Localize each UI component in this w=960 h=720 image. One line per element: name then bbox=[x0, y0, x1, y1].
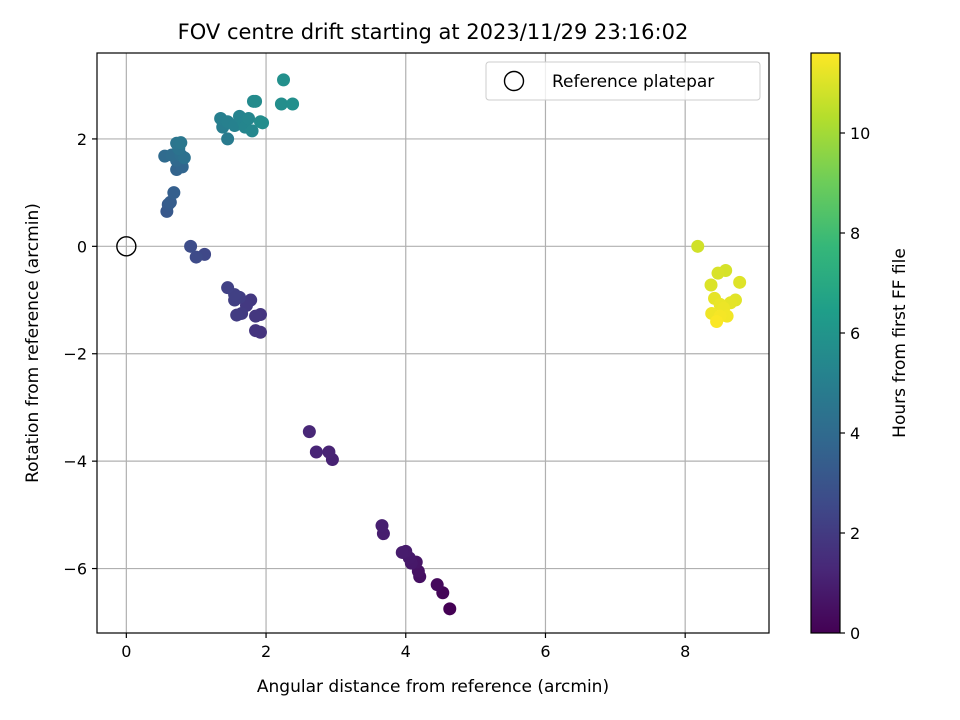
data-point-62 bbox=[691, 239, 705, 253]
colorbar: 0 2 4 6 8 10 Hours from first FF file bbox=[810, 52, 910, 643]
data-point-60 bbox=[286, 97, 300, 111]
data-point-34 bbox=[167, 186, 181, 200]
data-point-59 bbox=[274, 97, 288, 111]
colorbar-tick-label-4: 8 bbox=[850, 224, 860, 243]
data-point-54 bbox=[245, 124, 259, 138]
colorbar-tick-label-5: 10 bbox=[850, 124, 870, 143]
data-point-64 bbox=[711, 266, 725, 280]
data-point-17 bbox=[249, 324, 263, 338]
data-point-61 bbox=[277, 73, 291, 87]
data-points bbox=[158, 73, 747, 616]
data-point-53 bbox=[242, 112, 256, 126]
legend-box bbox=[485, 61, 761, 101]
data-point-30 bbox=[184, 239, 198, 253]
x-tick-label-0: 0 bbox=[121, 642, 131, 661]
reference-point-circle bbox=[116, 236, 137, 257]
y-tick-label-3: 0 bbox=[77, 237, 87, 256]
x-tick-label-3: 6 bbox=[540, 642, 550, 661]
colorbar-tick-label-3: 6 bbox=[850, 324, 860, 343]
data-point-65 bbox=[704, 278, 718, 292]
data-point-19 bbox=[249, 309, 263, 323]
data-point-58 bbox=[256, 116, 270, 130]
data-point-13 bbox=[322, 445, 336, 459]
colorbar-tick-label-1: 2 bbox=[850, 524, 860, 543]
x-tick-label-2: 4 bbox=[401, 642, 411, 661]
colorbar-tick-label-0: 0 bbox=[850, 624, 860, 643]
legend-circle-icon bbox=[503, 70, 525, 92]
grid-lines bbox=[97, 53, 769, 633]
data-point-56 bbox=[249, 94, 263, 108]
colorbar-ticks: 0 2 4 6 8 10 bbox=[840, 124, 870, 643]
y-tick-label-1: −4 bbox=[63, 452, 87, 471]
x-axis-ticks: 0 2 4 6 8 bbox=[121, 633, 690, 661]
plot-area-frame bbox=[96, 52, 770, 634]
colorbar-gradient bbox=[811, 53, 840, 633]
colorbar-tick-label-2: 4 bbox=[850, 424, 860, 443]
x-tick-label-4: 8 bbox=[680, 642, 690, 661]
legend: Reference platepar bbox=[485, 61, 761, 101]
data-point-15 bbox=[302, 425, 316, 439]
data-point-75 bbox=[710, 315, 724, 329]
data-point-9 bbox=[395, 545, 409, 559]
data-point-2 bbox=[430, 578, 444, 592]
data-point-14 bbox=[309, 445, 323, 459]
colorbar-frame bbox=[810, 52, 841, 634]
y-tick-label-4: 2 bbox=[77, 130, 87, 149]
y-axis-label: Rotation from reference (arcmin) bbox=[23, 203, 43, 483]
chart-title: FOV centre drift starting at 2023/11/29 … bbox=[178, 20, 689, 44]
y-axis-ticks: −6 −4 −2 0 2 bbox=[63, 130, 97, 579]
data-point-27 bbox=[221, 281, 235, 295]
reference-platepar-marker bbox=[116, 236, 137, 257]
y-tick-label-0: −6 bbox=[63, 560, 87, 579]
data-point-66 bbox=[733, 275, 747, 289]
x-axis-label: Angular distance from reference (arcmin) bbox=[257, 677, 609, 697]
legend-entry-reference-platepar: Reference platepar bbox=[552, 72, 714, 92]
colorbar-label: Hours from first FF file bbox=[890, 248, 910, 438]
y-tick-label-2: −2 bbox=[63, 345, 87, 364]
data-point-29 bbox=[189, 250, 203, 264]
data-point-44 bbox=[174, 136, 188, 150]
data-point-23 bbox=[230, 308, 244, 322]
data-point-11 bbox=[375, 519, 389, 533]
data-point-0 bbox=[443, 602, 457, 616]
x-tick-label-1: 2 bbox=[261, 642, 271, 661]
data-point-45 bbox=[221, 132, 235, 146]
